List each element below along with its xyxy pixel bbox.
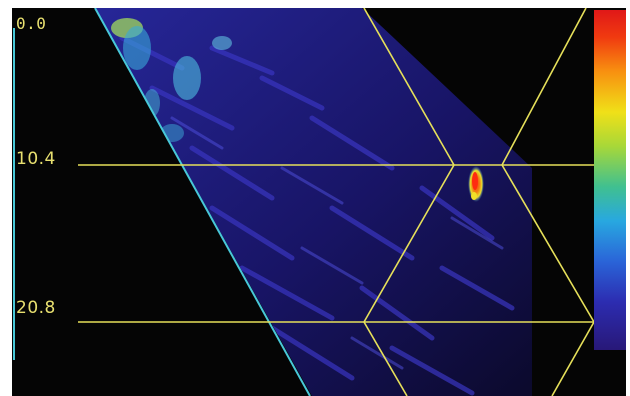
depth-label-1: 10.4	[16, 149, 56, 169]
colorbar-footer	[594, 350, 626, 396]
depth-label-2: 20.8	[16, 298, 56, 318]
speckle-texture	[111, 18, 515, 396]
scan-sector	[95, 8, 532, 396]
depth-label-0: 0.0	[16, 14, 47, 33]
ultrasound-viewport: 0.0 10.4 20.8	[12, 8, 626, 396]
probe-edge-line	[94, 8, 311, 396]
ultrasound-image	[13, 8, 595, 396]
depth-overlay-lines	[78, 8, 595, 396]
color-scale-bar	[594, 10, 626, 350]
